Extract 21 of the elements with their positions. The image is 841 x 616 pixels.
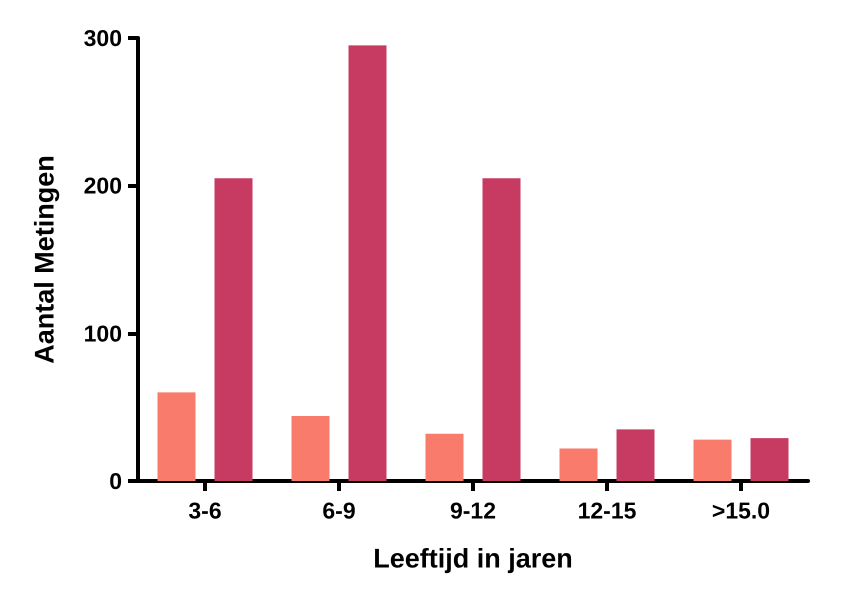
bar <box>560 448 598 481</box>
y-tick-label: 300 <box>84 25 122 51</box>
bar <box>426 434 464 481</box>
y-tick-label: 100 <box>84 320 122 346</box>
bar <box>348 45 386 481</box>
y-tick-label: 200 <box>84 172 122 199</box>
y-axis-title: Aantal Metingen <box>30 155 60 364</box>
y-tick-label: 0 <box>109 468 122 494</box>
x-tick-label: 9-12 <box>450 498 496 524</box>
x-tick-label: 3-6 <box>188 498 222 524</box>
bar <box>750 438 788 481</box>
bar <box>616 429 654 481</box>
bar <box>482 178 520 481</box>
x-tick-label: >15.0 <box>712 498 770 524</box>
bar <box>292 416 330 481</box>
bar <box>158 392 196 481</box>
x-tick-label: 12-15 <box>578 498 637 524</box>
x-axis-title: Leeftijd in jaren <box>373 544 573 574</box>
x-tick-label: 6-9 <box>322 498 356 524</box>
bar <box>214 178 252 481</box>
bar <box>694 440 732 481</box>
